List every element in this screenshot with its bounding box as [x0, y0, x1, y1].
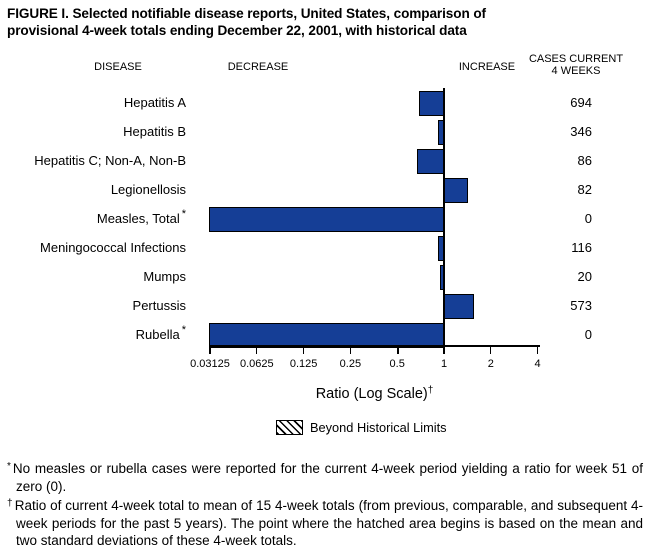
x-axis-tick [302, 347, 305, 354]
x-axis-tick-label: 2 [487, 358, 494, 370]
figure-title-line1: FIGURE I. Selected notifiable disease re… [7, 6, 486, 21]
disease-label: Measles, Total * [96, 208, 186, 227]
ratio-bar [208, 323, 445, 349]
footnotes: * No measles or rubella cases were report… [7, 458, 643, 550]
x-axis-tick-label: 0.25 [339, 358, 362, 370]
x-axis-line [209, 345, 540, 347]
ratio-bar [419, 91, 445, 116]
column-header-disease: DISEASE [94, 61, 142, 73]
column-header-cases-line1: CASES CURRENT [528, 53, 624, 65]
legend-label: Beyond Historical Limits [310, 420, 447, 435]
x-axis-tick-label: 0.5 [389, 358, 405, 370]
disease-label: Meningococcal Infections [40, 240, 186, 256]
cases-current-value: 346 [570, 124, 592, 140]
x-axis-label-text: Ratio (Log Scale) [315, 386, 428, 402]
footnote-asterisk-marker: * [7, 461, 11, 472]
disease-label: Hepatitis C; Non-A, Non-B [34, 153, 186, 169]
x-axis-label-dagger: † [427, 385, 434, 396]
column-header-increase: INCREASE [458, 61, 516, 73]
column-header-cases-current-4-weeks: CASES CURRENT 4 WEEKS [524, 53, 628, 77]
footnote-asterisk-text: No measles or rubella cases were reporte… [12, 461, 643, 494]
x-axis-tick [209, 347, 211, 354]
column-header-cases-line2: 4 WEEKS [551, 65, 601, 77]
disease-footnote-marker: * [181, 208, 186, 221]
disease-label: Rubella * [135, 324, 186, 343]
legend-hatched-swatch [276, 420, 303, 435]
figure-title-line2: provisional 4-week totals ending Decembe… [7, 22, 467, 38]
disease-label: Legionellosis [110, 182, 186, 198]
disease-footnote-marker: * [181, 324, 186, 337]
column-header-decrease: DECREASE [227, 61, 289, 73]
ratio-bar [417, 149, 445, 175]
ratio-bar [442, 178, 468, 204]
x-axis-tick [490, 347, 492, 354]
disease-label: Hepatitis B [123, 124, 186, 140]
cases-current-value: 0 [584, 211, 592, 227]
disease-label: Hepatitis A [123, 95, 186, 110]
cases-current-value: 20 [577, 269, 592, 285]
disease-label: Pertussis [132, 298, 186, 314]
x-axis-tick [536, 347, 539, 354]
x-axis-tick-label: 0.0625 [239, 358, 274, 370]
x-axis-tick-label: 0.03125 [190, 358, 230, 370]
disease-label: Mumps [143, 269, 186, 285]
figure-title: FIGURE I. Selected notifiable disease re… [7, 6, 637, 39]
x-axis-tick-label: 0.125 [289, 358, 318, 370]
cases-current-value: 694 [570, 95, 592, 110]
x-axis-label: Ratio (Log Scale)† [209, 385, 540, 402]
footnote-dagger-text: Ratio of current 4-week total to mean of… [14, 498, 643, 549]
footnote-dagger-marker: † [7, 498, 13, 510]
footnote-dagger: † Ratio of current 4-week total to mean o… [7, 495, 643, 550]
ratio-bar [442, 294, 474, 320]
footnote-asterisk: * No measles or rubella cases were report… [7, 458, 643, 495]
cases-current-value: 116 [571, 240, 592, 256]
x-axis-tick [349, 347, 352, 354]
cases-current-value: 82 [577, 182, 592, 198]
x-axis-tick-label: 4 [534, 358, 541, 370]
cases-current-value: 0 [584, 327, 592, 343]
baseline-ratio-1-axis-line [442, 88, 445, 347]
x-axis-tick [396, 347, 399, 354]
x-axis-tick [443, 347, 446, 354]
x-axis-tick [256, 347, 258, 354]
cases-current-value: 573 [570, 298, 592, 314]
ratio-bar [208, 207, 445, 233]
cases-current-value: 86 [577, 153, 592, 169]
x-axis-tick-label: 1 [440, 358, 448, 370]
